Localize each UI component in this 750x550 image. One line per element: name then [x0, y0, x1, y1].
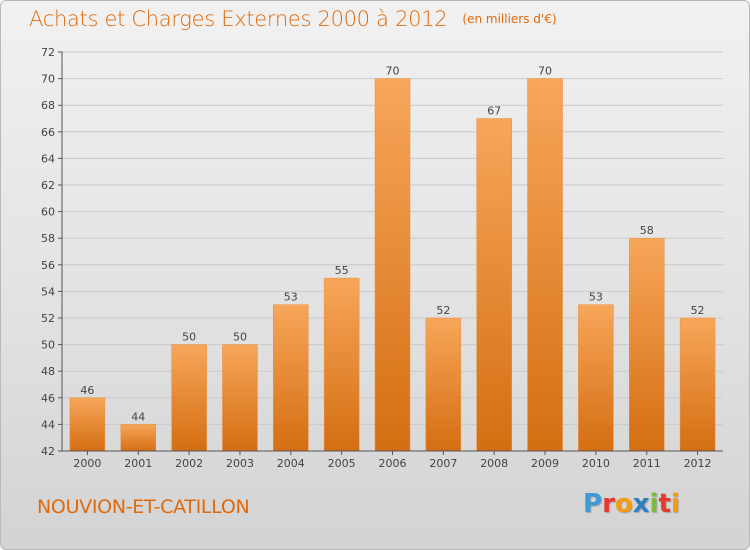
x-tick-label: 2001 [124, 457, 152, 470]
bar-value-label: 52 [691, 304, 705, 317]
bar-value-label: 46 [80, 384, 94, 397]
y-tick-label: 70 [41, 73, 55, 86]
bar-value-label: 50 [182, 331, 196, 344]
x-tick-label: 2011 [633, 457, 661, 470]
y-tick-label: 44 [41, 418, 55, 431]
proxiti-logo: Proxiti [583, 489, 680, 519]
logo-letter: x [632, 489, 650, 519]
y-tick-label: 50 [41, 339, 55, 352]
axes [58, 51, 723, 455]
logo-letter: r [602, 489, 615, 519]
y-tick-label: 46 [41, 392, 55, 405]
x-tick-label: 2008 [480, 457, 508, 470]
bar-2000 [69, 397, 106, 452]
bar-value-label: 58 [640, 224, 654, 237]
y-tick-label: 62 [41, 179, 55, 192]
bar-value-label: 53 [589, 291, 603, 304]
x-tick-label: 2003 [226, 457, 254, 470]
bars [69, 78, 716, 452]
y-tick-label: 52 [41, 312, 55, 325]
x-tick-label: 2007 [429, 457, 457, 470]
x-tick-label: 2005 [328, 457, 356, 470]
x-tick-label: 2002 [175, 457, 203, 470]
bar-2007 [425, 317, 462, 452]
y-tick-label: 72 [41, 46, 55, 59]
bar-value-label: 70 [538, 65, 552, 78]
x-tick-label: 2006 [379, 457, 407, 470]
labels: 42 44 46 48 50 52 54 56 58 60 62 64 66 68 70 72 46 2000 44… [41, 46, 712, 470]
logo-letter: t [658, 489, 671, 519]
y-tick-label: 58 [41, 232, 55, 245]
bar-value-label: 50 [233, 331, 247, 344]
logo-letter: i [670, 489, 680, 519]
bar-value-label: 53 [284, 291, 298, 304]
chart-title: Achats et Charges Externes 2000 à 2012 [29, 7, 448, 31]
chart-subtitle: (en milliers d'€) [462, 12, 557, 26]
bar-2003 [222, 344, 258, 452]
bar-2005 [323, 277, 360, 452]
x-tick-label: 2000 [73, 457, 101, 470]
bar-value-label: 55 [335, 264, 349, 277]
x-tick-label: 2009 [531, 457, 559, 470]
y-tick-label: 66 [41, 126, 55, 139]
x-tick-label: 2010 [582, 457, 610, 470]
y-tick-label: 42 [41, 445, 55, 458]
x-tick-label: 2004 [277, 457, 305, 470]
bar-2006 [374, 78, 411, 452]
bar-2012 [679, 317, 716, 452]
bar-2010 [578, 304, 614, 452]
bar-value-label: 52 [436, 304, 450, 317]
bar-2008 [476, 118, 512, 452]
commune-name: NOUVION-ET-CATILLON [37, 496, 250, 518]
bar-2004 [273, 304, 309, 452]
bar-2002 [171, 344, 207, 452]
logo-letter: i [649, 489, 659, 519]
bar-value-label: 44 [131, 410, 145, 423]
bar-value-label: 70 [386, 65, 400, 78]
y-tick-label: 48 [41, 365, 55, 378]
x-tick-label: 2012 [684, 457, 712, 470]
bar-2001 [120, 424, 157, 452]
y-tick-label: 56 [41, 259, 55, 272]
bar-2011 [628, 237, 665, 452]
y-tick-label: 64 [41, 152, 55, 165]
logo-letter: o [614, 489, 633, 519]
logo-letter: P [583, 489, 603, 519]
title-row: Achats et Charges Externes 2000 à 2012 (… [29, 7, 557, 31]
y-tick-label: 68 [41, 99, 55, 112]
bar-2009 [527, 78, 563, 452]
bar-value-label: 67 [487, 105, 501, 118]
y-tick-label: 54 [41, 285, 55, 298]
y-tick-label: 60 [41, 206, 55, 219]
